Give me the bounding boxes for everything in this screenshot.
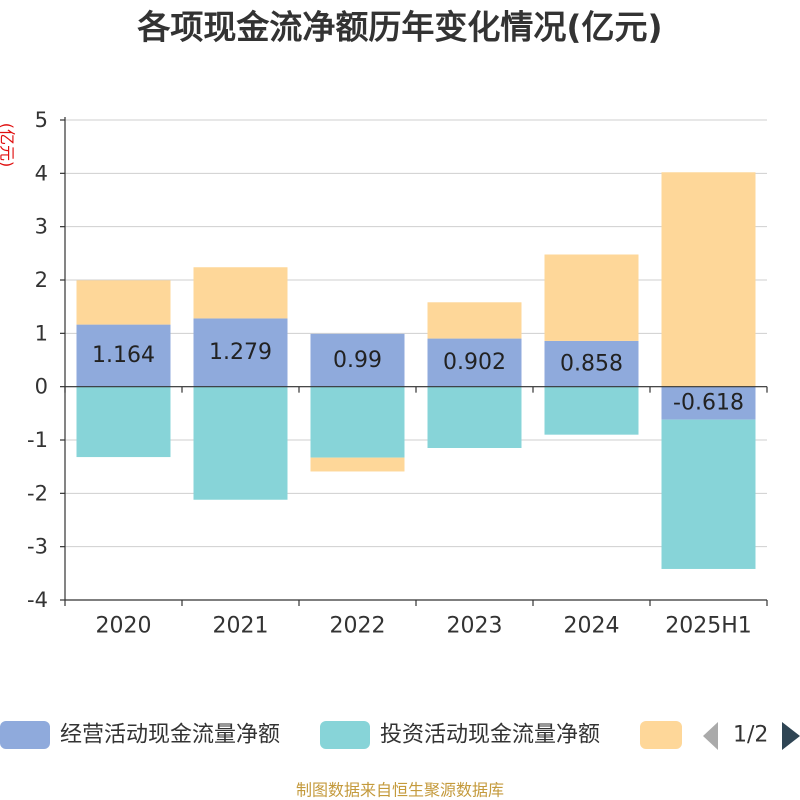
bar-series-1-2024 [544,340,639,387]
x-tick-label: 2020 [96,614,152,639]
legend-item-operating[interactable]: 经营活动现金流量净额 [0,721,280,749]
legend-label-operating: 经营活动现金流量净额 [60,723,280,748]
y-axis-unit-label: (亿元) [0,123,17,168]
y-tick-label: 1 [35,321,48,345]
bar-series-3-2021 [193,267,288,319]
x-tick-label: 2025H1 [665,614,752,639]
bar-series-1-2020 [76,324,171,387]
y-tick-label: -3 [27,535,48,559]
bars [76,172,756,569]
axes: -4 -3 -2 -1 0 1 2 3 4 5 2020 2021 2022 2023 2024 2025H1 [27,108,768,639]
bar-series-3-2022 [310,457,405,472]
data-label-2025H1: -0.618 [673,391,744,416]
legend-prev-page-icon[interactable] [703,722,718,750]
x-tick-label: 2022 [330,614,386,639]
data-label-2022: 0.99 [333,348,382,373]
bar-series-1-2022 [310,333,405,387]
data-label-2023: 0.902 [443,350,506,375]
bar-series-2-2022 [310,386,405,458]
bar-series-3-2020 [76,280,171,325]
y-tick-label: 0 [35,375,48,399]
x-tick-label: 2021 [213,614,269,639]
bar-series-3-2024 [544,254,639,341]
grid-lines [65,119,767,601]
data-source-footer: 制图数据来自恒生聚源数据库 [296,781,504,800]
chart-title: 各项现金流净额历年变化情况(亿元) [136,8,662,47]
y-tick-label: -4 [27,588,48,612]
bar-series-2-2024 [544,386,639,435]
data-label-2021: 1.279 [209,340,272,365]
data-label-2020: 1.164 [92,343,155,368]
legend-label-investing: 投资活动现金流量净额 [380,723,600,748]
legend-item-investing[interactable]: 投资活动现金流量净额 [320,721,600,749]
bar-series-2-2020 [76,386,171,458]
legend: 经营活动现金流量净额 投资活动现金流量净额 1/2 [0,721,800,750]
bar-series-2-2021 [193,386,288,500]
data-labels: 1.164 1.279 0.99 0.902 0.858 -0.618 [92,340,744,416]
legend-swatch-investing [320,721,370,749]
bar-series-1-2025H1 [661,386,756,420]
data-label-2024: 0.858 [560,351,623,376]
legend-item-third[interactable] [640,721,682,749]
legend-swatch-third [640,721,682,749]
y-tick-label: 3 [35,215,48,239]
y-tick-label: -1 [27,428,48,452]
x-tick-label: 2024 [564,614,620,639]
y-tick-label: 4 [35,161,48,185]
bar-series-2-2025H1 [661,419,756,569]
bar-series-3-2023 [427,302,522,339]
x-tick-label: 2023 [447,614,503,639]
y-tick-label: 5 [35,108,48,132]
legend-next-page-icon[interactable] [782,722,800,750]
bar-series-1-2021 [193,318,288,387]
bar-series-3-2025H1 [661,172,756,387]
bar-series-2-2023 [427,386,522,448]
y-tick-label: -2 [27,481,48,505]
legend-page-indicator: 1/2 [733,723,768,748]
bar-series-1-2023 [427,338,522,387]
legend-swatch-operating [0,721,50,749]
y-tick-label: 2 [35,268,48,292]
